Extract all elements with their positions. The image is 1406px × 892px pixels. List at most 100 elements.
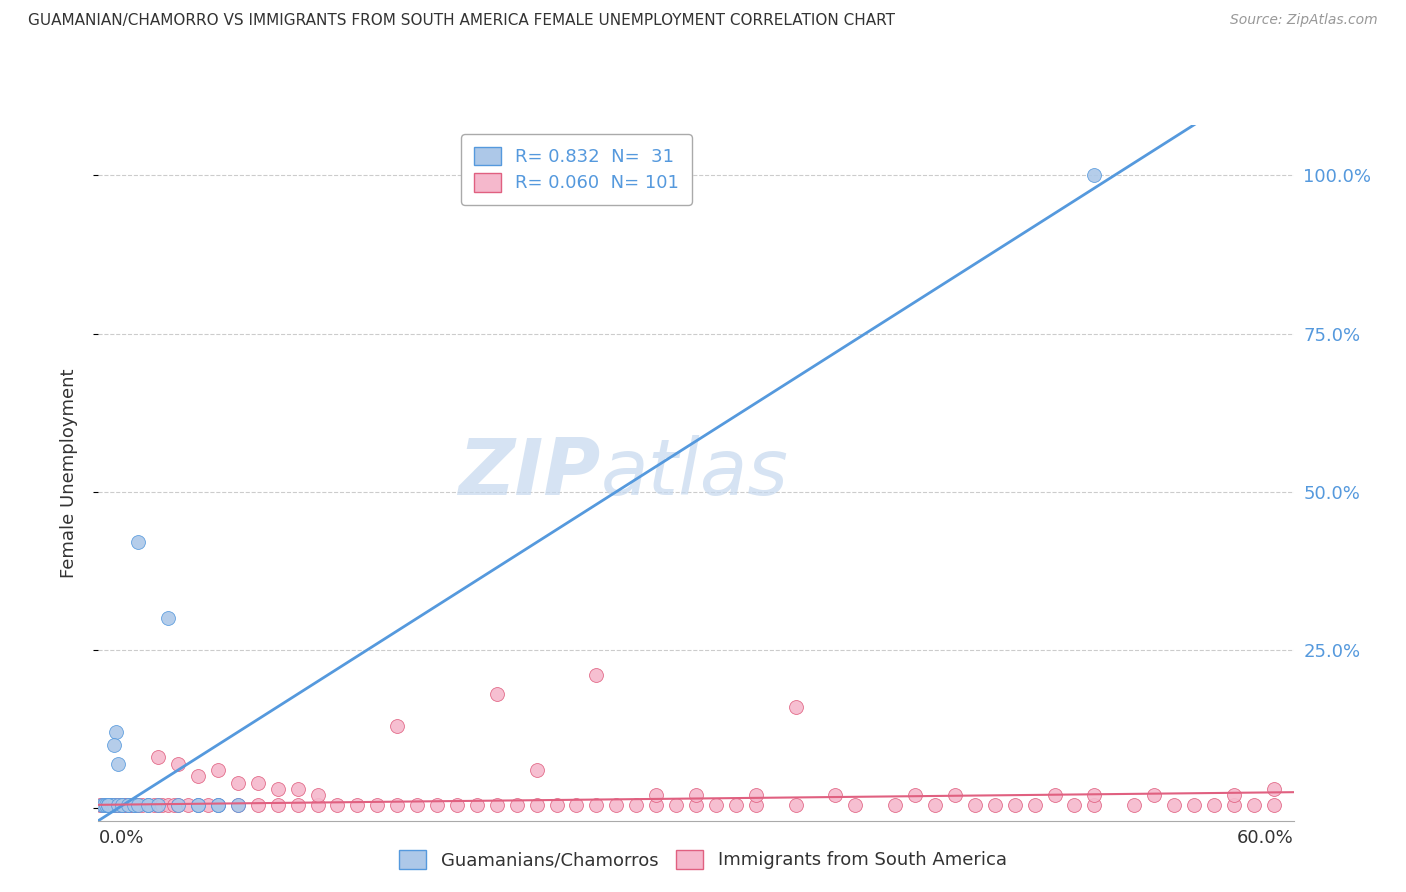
- Point: [307, 789, 329, 803]
- Point: [1143, 789, 1166, 803]
- Point: [1083, 789, 1105, 803]
- Point: [785, 699, 807, 714]
- Point: [526, 763, 548, 777]
- Legend: R= 0.832  N=  31, R= 0.060  N= 101: R= 0.832 N= 31, R= 0.060 N= 101: [461, 134, 692, 205]
- Point: [904, 789, 927, 803]
- Point: [157, 611, 180, 625]
- Point: [685, 789, 707, 803]
- Point: [197, 797, 219, 812]
- Point: [366, 797, 388, 812]
- Text: atlas: atlas: [600, 434, 789, 511]
- Point: [148, 750, 170, 764]
- Point: [100, 797, 122, 812]
- Point: [111, 797, 134, 812]
- Point: [105, 797, 128, 812]
- Point: [136, 797, 159, 812]
- Point: [346, 797, 368, 812]
- Point: [943, 789, 966, 803]
- Point: [1083, 169, 1105, 183]
- Point: [136, 797, 159, 812]
- Point: [136, 797, 159, 812]
- Point: [103, 797, 125, 812]
- Point: [246, 797, 269, 812]
- Point: [207, 797, 229, 812]
- Point: [157, 797, 180, 812]
- Point: [110, 797, 132, 812]
- Point: [148, 797, 170, 812]
- Point: [526, 797, 548, 812]
- Point: [117, 797, 139, 812]
- Point: [446, 797, 468, 812]
- Point: [167, 797, 190, 812]
- Point: [665, 797, 688, 812]
- Point: [565, 797, 588, 812]
- Point: [485, 687, 508, 701]
- Point: [1263, 782, 1285, 797]
- Point: [385, 797, 409, 812]
- Point: [844, 797, 866, 812]
- Text: Source: ZipAtlas.com: Source: ZipAtlas.com: [1230, 13, 1378, 28]
- Y-axis label: Female Unemployment: Female Unemployment: [59, 368, 77, 577]
- Point: [127, 797, 149, 812]
- Point: [287, 797, 309, 812]
- Point: [101, 797, 124, 812]
- Point: [984, 797, 1007, 812]
- Text: GUAMANIAN/CHAMORRO VS IMMIGRANTS FROM SOUTH AMERICA FEMALE UNEMPLOYMENT CORRELAT: GUAMANIAN/CHAMORRO VS IMMIGRANTS FROM SO…: [28, 13, 896, 29]
- Point: [143, 797, 166, 812]
- Point: [91, 797, 114, 812]
- Point: [103, 738, 125, 752]
- Point: [685, 797, 707, 812]
- Point: [131, 797, 153, 812]
- Point: [96, 797, 118, 812]
- Point: [1263, 797, 1285, 812]
- Point: [111, 797, 134, 812]
- Point: [963, 797, 986, 812]
- Legend: Guamanians/Chamorros, Immigrants from South America: Guamanians/Chamorros, Immigrants from So…: [389, 841, 1017, 879]
- Point: [121, 797, 143, 812]
- Point: [307, 797, 329, 812]
- Point: [187, 797, 209, 812]
- Point: [207, 797, 229, 812]
- Point: [187, 769, 209, 783]
- Point: [824, 789, 846, 803]
- Point: [127, 535, 149, 549]
- Point: [150, 797, 173, 812]
- Point: [1024, 797, 1046, 812]
- Point: [93, 797, 115, 812]
- Text: 0.0%: 0.0%: [98, 829, 143, 847]
- Text: 60.0%: 60.0%: [1237, 829, 1294, 847]
- Point: [103, 797, 125, 812]
- Point: [125, 797, 148, 812]
- Point: [96, 797, 118, 812]
- Point: [546, 797, 568, 812]
- Point: [1222, 789, 1246, 803]
- Point: [207, 797, 229, 812]
- Point: [107, 797, 129, 812]
- Point: [326, 797, 349, 812]
- Point: [406, 797, 429, 812]
- Point: [107, 756, 129, 771]
- Text: ZIP: ZIP: [458, 434, 600, 511]
- Point: [1004, 797, 1026, 812]
- Point: [105, 725, 128, 739]
- Point: [120, 797, 142, 812]
- Point: [167, 797, 190, 812]
- Point: [1182, 797, 1205, 812]
- Point: [97, 797, 120, 812]
- Point: [1163, 797, 1185, 812]
- Point: [626, 797, 648, 812]
- Point: [100, 797, 122, 812]
- Point: [124, 797, 146, 812]
- Point: [124, 797, 146, 812]
- Point: [745, 789, 768, 803]
- Point: [89, 797, 111, 812]
- Point: [91, 797, 114, 812]
- Point: [107, 797, 129, 812]
- Point: [385, 719, 409, 733]
- Point: [163, 797, 186, 812]
- Point: [267, 782, 290, 797]
- Point: [884, 797, 907, 812]
- Point: [785, 797, 807, 812]
- Point: [506, 797, 529, 812]
- Point: [187, 797, 209, 812]
